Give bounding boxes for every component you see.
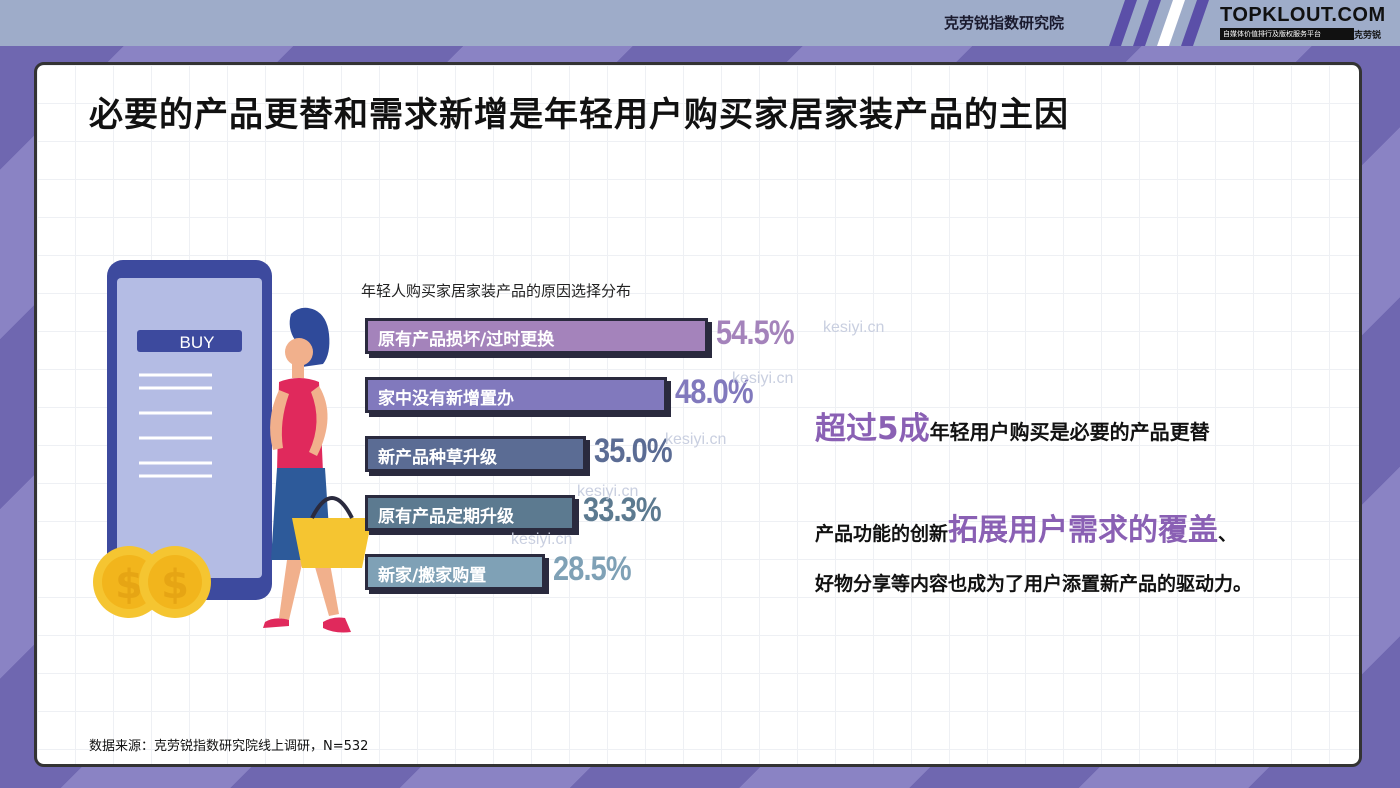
watermark: kesiyi.cn [577, 483, 639, 500]
page-title: 必要的产品更替和需求新增是年轻用户购买家居家装产品的主因 [89, 95, 1069, 135]
source-note: 数据来源：克劳锐指数研究院线上调研，N=532 [89, 739, 369, 754]
content-card: 必要的产品更替和需求新增是年轻用户购买家居家装产品的主因 BUY $ $ [34, 62, 1362, 767]
chart-value-label: 48.0% [675, 373, 754, 411]
org-name: 克劳锐指数研究院 [944, 14, 1065, 32]
insight-text: 产品功能的创新 [815, 523, 949, 545]
buy-label: BUY [180, 333, 215, 352]
chart-bar: 家中没有新增置办 [365, 377, 668, 413]
chart-value-label: 33.3% [582, 491, 662, 529]
insight-text: 年轻用户购买是必要的产品更替 [929, 420, 1210, 444]
logo-text: TOPKLOUT.COM [1220, 4, 1386, 26]
logo-brand: 克劳锐 [1354, 31, 1382, 41]
chart-bar-label: 新家/搬家购置 [378, 566, 487, 586]
insight-line-3: 好物分享等内容也成为了用户添置新产品的驱动力。 [815, 573, 1253, 595]
watermark: kesiyi.cn [511, 531, 573, 548]
chart-bar-label: 家中没有新增置办 [378, 389, 514, 409]
chart-bar-label: 原有产品定期升级 [378, 507, 514, 527]
shopping-illustration: BUY $ $ [93, 260, 372, 633]
chart-bar-label: 新产品种草升级 [378, 448, 497, 468]
logo-tagline: 自媒体价值排行及版权服务平台 [1220, 28, 1354, 40]
header-bar: 克劳锐指数研究院 TOPKLOUT.COM 自媒体价值排行及版权服务平台 克劳锐 [0, 0, 1400, 46]
svg-text:$: $ [161, 562, 189, 608]
chart-bar: 新产品种草升级 [365, 436, 586, 472]
watermark: kesiyi.cn [732, 370, 794, 387]
decorative-slashes [1109, 0, 1209, 46]
insight-highlight: 超过5成 [815, 411, 930, 447]
chart-title: 年轻人购买家居家装产品的原因选择分布 [361, 282, 632, 300]
chart-bar: 原有产品定期升级 [365, 495, 575, 531]
watermark: kesiyi.cn [823, 319, 885, 336]
insight-text: 、 [1218, 523, 1238, 545]
insight-highlight: 拓展用户需求的覆盖 [948, 513, 1219, 548]
svg-text:$: $ [115, 562, 143, 608]
chart-value-label: 28.5% [552, 550, 632, 588]
chart-value-label: 35.0% [593, 432, 673, 470]
chart-value-label: 54.5% [716, 314, 795, 352]
insight-line-2: 产品功能的创新拓展用户需求的覆盖、 [815, 505, 1237, 549]
watermark: kesiyi.cn [665, 431, 727, 448]
topklout-logo[interactable]: TOPKLOUT.COM 自媒体价值排行及版权服务平台 克劳锐 [1220, 4, 1392, 42]
insight-line-1: 超过5成年轻用户购买是必要的产品更替 [815, 403, 1210, 448]
chart-bar: 新家/搬家购置 [365, 554, 545, 590]
chart-bar: 原有产品损坏/过时更换 [365, 318, 709, 354]
chart-bar-label: 原有产品损坏/过时更换 [378, 330, 555, 350]
